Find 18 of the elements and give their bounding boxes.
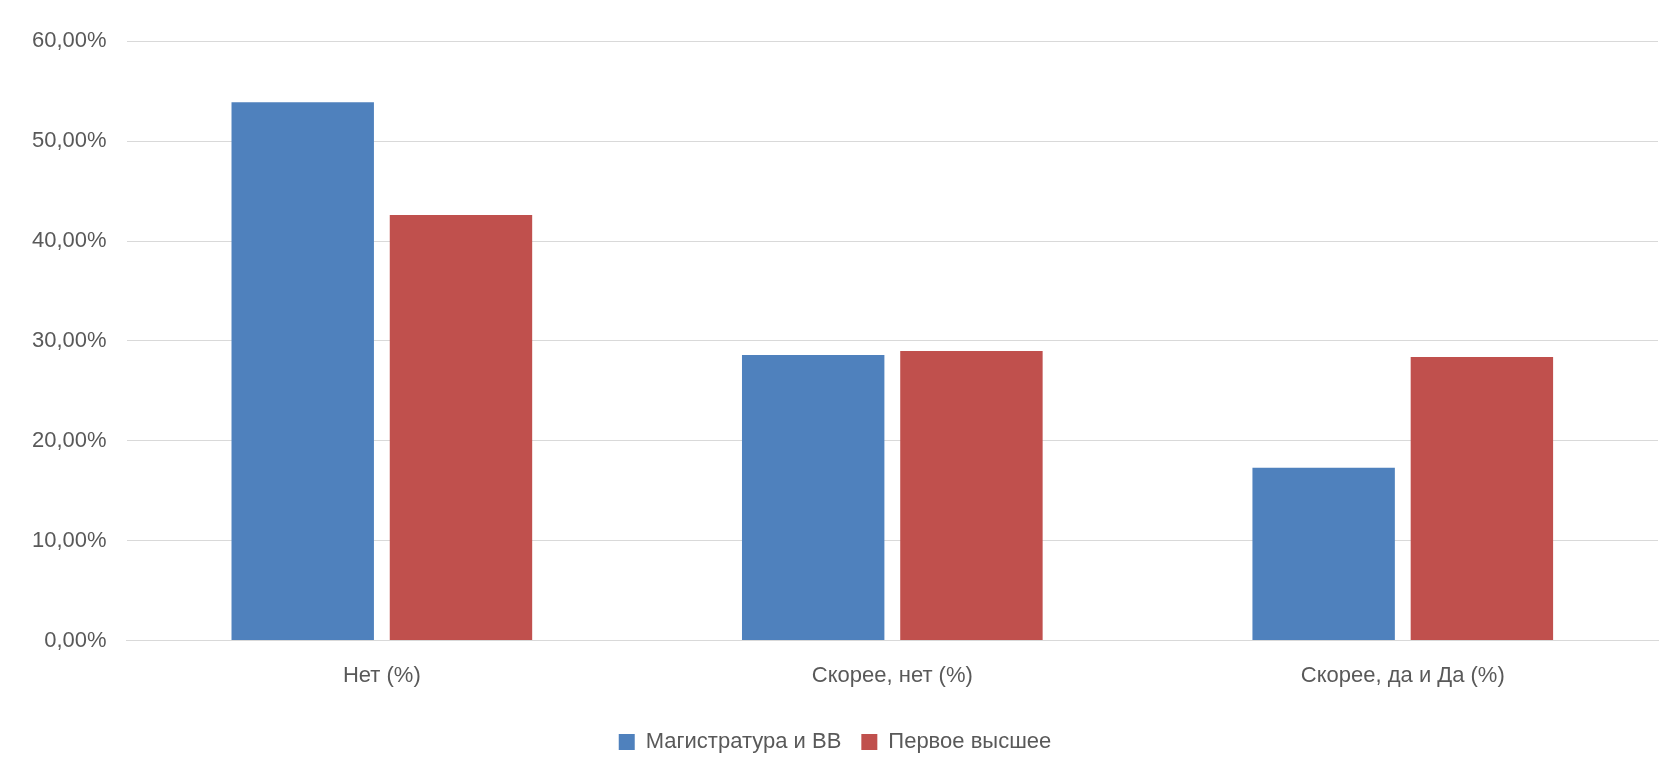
x-tick-label: Скорее, нет (%) xyxy=(811,661,973,687)
bar xyxy=(741,354,885,641)
legend-label: Магистратура и ВВ xyxy=(645,728,842,754)
x-tick-label: Скорее, да и Да (%) xyxy=(1300,661,1505,687)
bar xyxy=(900,350,1043,641)
y-tick-label: 10,00% xyxy=(31,526,107,552)
bar xyxy=(1252,467,1395,641)
y-tick-label: 20,00% xyxy=(31,426,107,452)
x-tick-label: Нет (%) xyxy=(342,661,421,687)
bar xyxy=(1410,356,1554,641)
bar xyxy=(231,102,374,641)
y-tick-label: 30,00% xyxy=(31,326,107,352)
y-tick-label: 50,00% xyxy=(31,127,107,153)
y-tick-label: 40,00% xyxy=(31,227,107,253)
y-tick-label: 60,00% xyxy=(31,27,107,53)
y-tick-label: 0,00% xyxy=(44,626,107,652)
legend-label: Первое высшее xyxy=(888,728,1052,754)
bar xyxy=(389,215,533,641)
